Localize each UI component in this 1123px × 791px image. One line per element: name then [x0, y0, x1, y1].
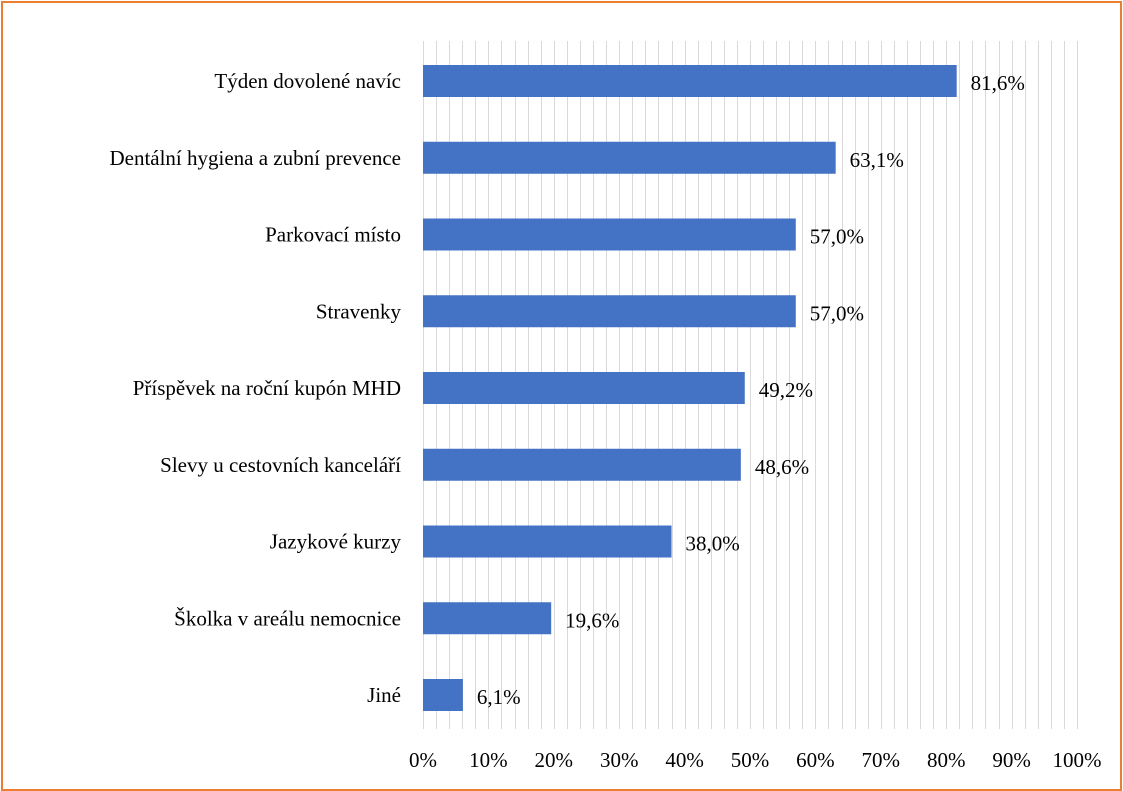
bar	[423, 525, 672, 558]
x-tick-label: 80%	[927, 748, 966, 772]
bar	[423, 218, 796, 251]
category-label: Jazykové kurzy	[270, 530, 402, 554]
bar	[423, 679, 463, 711]
bar	[423, 448, 741, 481]
bar	[423, 295, 796, 328]
data-labels: 81,6% 63,1% 57,0% 57,0% 49,2% 48,6% 38,0% 19,6%…	[477, 71, 1025, 709]
bars	[423, 65, 957, 711]
bar	[423, 141, 836, 174]
bar	[423, 372, 745, 404]
category-labels: Týden dovolené navíc Dentální hygiena a z…	[109, 69, 401, 707]
data-label: 57,0%	[810, 225, 864, 249]
x-tick-label: 70%	[862, 748, 901, 772]
x-tick-label: 20%	[535, 748, 574, 772]
x-tick-label: 40%	[665, 748, 704, 772]
x-axis-tick-labels: 0% 10% 20% 30% 40% 50% 60% 70% 80% 90% 100%	[409, 748, 1102, 772]
x-tick-label: 50%	[731, 748, 770, 772]
x-tick-label: 100%	[1053, 748, 1102, 772]
x-tick-label: 0%	[409, 748, 437, 772]
data-label: 19,6%	[565, 608, 619, 632]
bar	[423, 65, 957, 97]
category-label: Školka v areálu nemocnice	[174, 606, 401, 630]
category-label: Jiné	[367, 683, 401, 707]
category-label: Slevy u cestovních kanceláří	[160, 453, 401, 477]
data-label: 48,6%	[755, 455, 809, 479]
data-label: 57,0%	[810, 301, 864, 325]
category-label: Týden dovolené navíc	[214, 69, 401, 93]
category-label: Příspěvek na roční kupón MHD	[133, 376, 401, 400]
data-label: 63,1%	[850, 148, 904, 172]
data-label: 49,2%	[759, 378, 813, 402]
category-label: Parkovací místo	[265, 223, 401, 247]
data-label: 6,1%	[477, 685, 521, 709]
category-label: Stravenky	[316, 299, 402, 323]
x-tick-label: 30%	[600, 748, 639, 772]
category-label: Dentální hygiena a zubní prevence	[109, 146, 401, 170]
x-tick-label: 10%	[469, 748, 508, 772]
data-label: 38,0%	[686, 532, 740, 556]
x-tick-label: 90%	[992, 748, 1031, 772]
data-label: 81,6%	[971, 71, 1025, 95]
x-tick-label: 60%	[796, 748, 835, 772]
bar-chart: Týden dovolené navíc Dentální hygiena a z…	[109, 41, 1102, 772]
bar	[423, 602, 552, 635]
